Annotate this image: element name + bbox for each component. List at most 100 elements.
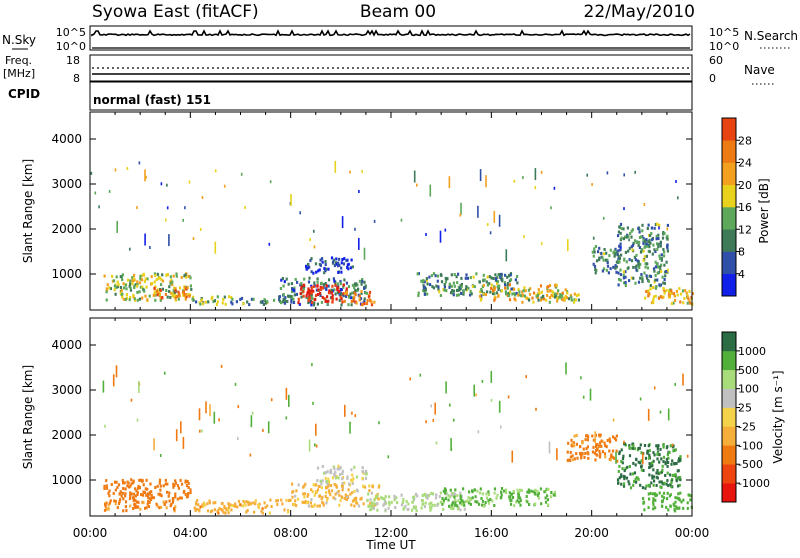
power-cell [593,250,596,254]
power-cell [624,284,627,287]
power-cell [150,282,154,285]
power-cell [605,268,608,272]
power-cell [622,273,625,277]
velocity-cell [495,496,498,500]
velocity-cell [377,485,380,489]
power-cell [325,267,328,271]
power-cell [121,295,124,299]
velocity-cell [459,501,462,505]
power-cell [680,292,683,296]
velocity-cell [130,492,133,496]
velocity-cell [295,504,298,508]
velocity-cell [575,434,578,437]
power-cell [140,274,143,278]
power-cell [469,276,472,280]
power-cell [606,258,609,262]
velocity-cell [222,510,225,514]
velocity-cell [621,467,624,471]
power-cell [185,275,188,279]
velocity-swatch [722,445,736,465]
velocity-cell [257,506,261,510]
power-cell [681,289,685,293]
velocity-cell [628,454,632,458]
power-cell [334,283,337,287]
velocity-cell [126,484,129,488]
power-cell [622,270,625,274]
power-cell [542,297,545,301]
power-cell [105,287,108,291]
velocity-cell [599,444,602,448]
nsearch-label: N.Search [744,29,798,43]
velocity-cell [312,483,315,487]
velocity-cell [623,440,625,444]
power-cell [484,293,487,296]
velocity-cell [639,397,642,401]
velocity-cell [666,453,669,457]
velocity-cell [383,497,386,501]
power-cell [309,259,312,263]
power-cell [171,283,174,287]
power-cell [306,290,310,294]
power-cell [142,272,145,276]
power-cell [353,286,356,290]
velocity-cell [130,482,133,486]
velocity-cell [142,490,145,494]
power-cell [295,292,298,296]
power-cell [550,293,553,297]
velocity-cell [628,444,631,448]
velocity-cell [490,398,493,402]
velocity-cell [439,500,442,504]
power-cell [310,286,313,290]
power-cell [316,302,319,306]
power-cell [305,264,308,268]
velocity-colorbar-tick: -1000 [738,477,770,490]
velocity-cell [180,421,182,434]
power-cell [455,275,458,279]
power-cell [605,251,608,255]
power-cell [659,265,662,269]
power-cell [617,234,620,238]
velocity-cell [108,489,111,493]
power-swatch [722,273,736,297]
velocity-cell [445,381,447,394]
velocity-cell [642,500,646,504]
velocity-cell [250,415,253,428]
power-cell [637,280,641,284]
power-cell [335,262,338,266]
velocity-cell [652,483,655,487]
velocity-cell [480,497,483,500]
velocity-cell [665,482,668,486]
velocity-cell [337,464,340,468]
power-cell [284,296,287,300]
velocity-cell [289,498,292,502]
velocity-cell [263,501,266,505]
velocity-cell [335,476,338,480]
power-cell [479,169,482,182]
velocity-cell [134,505,138,509]
power-cell [423,285,426,289]
power-cell [316,277,319,281]
velocity-cell [509,502,513,506]
velocity-cell [321,479,324,483]
power-cell [189,276,192,280]
power-cell [417,294,420,298]
velocity-cell [646,449,649,453]
power-cell [437,287,440,291]
power-cell [231,297,234,301]
power-cell [300,287,303,291]
power-cell [282,293,285,297]
power-cell [448,282,451,286]
velocity-cell [570,438,573,442]
velocity-cell [158,506,161,510]
power-cell [364,284,367,288]
velocity-cell [122,481,125,485]
power-cell [313,229,315,233]
velocity-cell [313,503,316,507]
velocity-cell [304,500,307,503]
velocity-cell [172,482,175,486]
velocity-cell [425,420,427,424]
velocity-cell [237,437,239,440]
power-cell [114,292,117,296]
power-cell [650,226,653,230]
velocity-cell [453,495,456,499]
